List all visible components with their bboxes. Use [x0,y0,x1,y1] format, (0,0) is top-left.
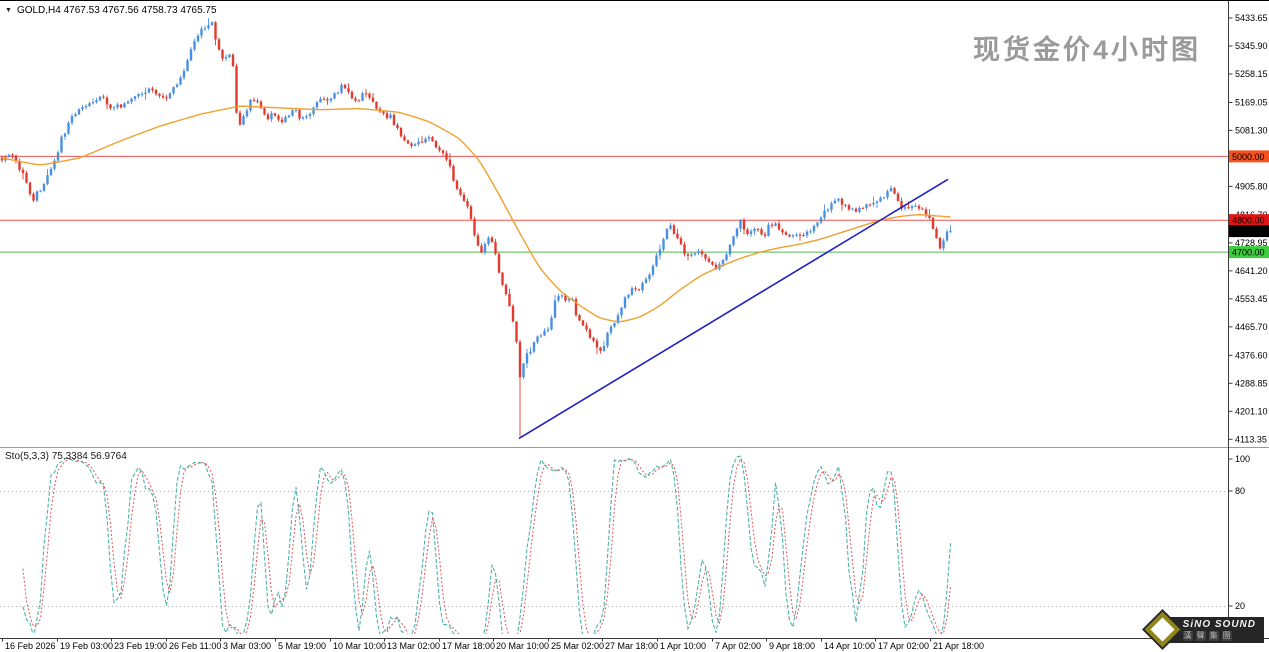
stochastic-k-line [22,455,952,634]
time-tick-label: 14 Apr 10:00 [824,641,875,651]
time-tick-label: 9 Apr 18:00 [769,641,815,651]
price-tick-label: 5258.15 [1235,69,1268,79]
symbol-ohlc-text: GOLD,H4 4767.53 4767.56 4758.73 4765.75 [16,5,217,16]
time-tick-label: 20 Mar 10:00 [496,641,549,651]
symbol-info-bar: ▼ GOLD,H4 4767.53 4767.56 4758.73 4765.7… [5,5,217,16]
time-tick-label: 10 Mar 10:00 [333,641,386,651]
moving-average-line [1,105,951,323]
time-tick-label: 17 Mar 18:00 [442,641,495,651]
current-price-label-text: 4765.75 [1232,227,1265,237]
time-tick-label: 5 Mar 19:00 [278,641,326,651]
price-tick-label: 5081.30 [1235,125,1268,135]
price-tick-label: 4376.60 [1235,350,1268,360]
time-tick-label: 3 Mar 03:00 [223,641,271,651]
price-tick-label: 4113.35 [1235,434,1267,444]
time-tick-label: 17 Apr 02:00 [878,641,929,651]
chart-watermark-title: 现货金价4小时图 [972,35,1201,65]
time-tick-label: 19 Feb 03:00 [60,641,113,651]
price-tick-label: 4641.20 [1235,266,1268,276]
chevron-down-icon[interactable]: ▼ [5,7,12,14]
current-price-label [1229,225,1269,238]
time-tick-label: 26 Feb 11:00 [169,641,221,651]
sino-sound-logo: SiNO SOUND 漢 聲 集 團 [1141,609,1264,651]
time-tick-label: 16 Feb 2026 [5,641,56,651]
price-tick-label: 5345.90 [1235,41,1268,51]
stochastic-d-line [22,458,951,634]
price-tick-label: 4905.80 [1235,181,1268,191]
logo-brand-text: SiNO SOUND [1182,618,1256,630]
price-tick-label: 4465.70 [1235,322,1268,332]
level-price-label-text: 4800.00 [1232,216,1265,226]
price-tick-label: 4201.10 [1235,406,1268,416]
price-tick-label: 4553.45 [1235,294,1268,304]
candlestick-series [0,18,952,437]
level-price-label-text: 4700.00 [1232,248,1265,258]
logo-chinese-text: 漢 聲 集 團 [1182,631,1232,641]
trendline[interactable] [518,178,949,440]
time-tick-label: 1 Apr 10:00 [660,641,706,651]
time-tick-label: 7 Apr 02:00 [715,641,761,651]
price-tick-label: 5433.65 [1235,13,1268,23]
stoch-level-label: 20 [1235,601,1245,611]
price-tick-label: 4288.85 [1235,378,1268,388]
time-tick-label: 13 Mar 02:00 [387,641,440,651]
level-price-label [1229,214,1269,227]
stoch-level-label: 100 [1235,454,1250,464]
level-price-label [1229,246,1269,259]
level-price-label-text: 5000.00 [1232,152,1265,162]
stochastic-indicator-label: Sto(5,3,3) 75.3384 56.9764 [5,451,127,462]
price-tick-label: 5169.05 [1235,97,1268,107]
price-tick-label: 4728.95 [1235,238,1268,248]
time-tick-label: 23 Feb 19:00 [114,641,167,651]
time-tick-label: 21 Apr 18:00 [933,641,984,651]
level-price-label [1229,150,1269,163]
stoch-level-label: 80 [1235,486,1245,496]
time-tick-label: 27 Mar 18:00 [605,641,658,651]
time-tick-label: 25 Mar 02:00 [551,641,604,651]
